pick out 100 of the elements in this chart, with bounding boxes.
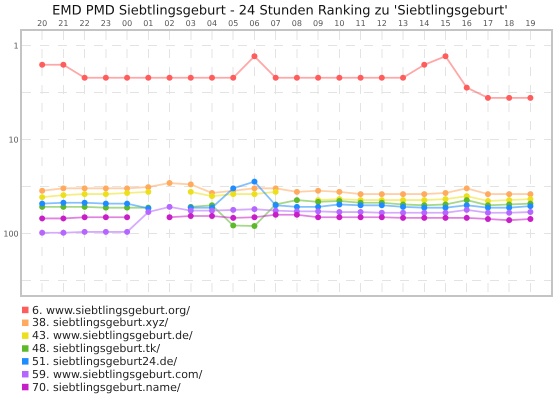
x-tick-label: 18 <box>504 19 514 28</box>
point <box>336 188 342 195</box>
point <box>527 191 534 198</box>
point <box>188 74 194 81</box>
point <box>251 53 258 60</box>
point <box>421 191 428 198</box>
point <box>82 228 88 235</box>
point <box>506 191 512 198</box>
y-tick-label: 10 <box>8 135 19 144</box>
point <box>102 200 109 207</box>
point <box>124 228 130 235</box>
point <box>39 194 46 200</box>
point <box>358 214 364 220</box>
x-tick-label: 17 <box>482 19 494 28</box>
point <box>400 214 406 221</box>
point <box>251 206 258 212</box>
point <box>39 215 46 222</box>
point <box>102 191 109 198</box>
point <box>294 188 300 195</box>
point <box>442 53 448 60</box>
point <box>230 214 236 221</box>
point <box>188 188 194 195</box>
point <box>208 213 215 219</box>
point <box>484 191 491 198</box>
point <box>315 74 322 81</box>
point <box>251 214 258 220</box>
point <box>400 191 406 198</box>
point <box>208 193 215 200</box>
point <box>102 228 109 235</box>
point <box>166 214 173 220</box>
point <box>400 204 406 210</box>
point <box>230 206 236 213</box>
point <box>39 62 46 68</box>
point <box>272 212 279 218</box>
point <box>166 74 173 81</box>
point <box>378 191 385 198</box>
point <box>464 206 470 213</box>
point <box>294 74 300 81</box>
point <box>527 209 534 216</box>
point <box>60 215 66 222</box>
point <box>421 210 428 216</box>
point <box>102 74 109 81</box>
x-tick-label: 06 <box>249 19 260 28</box>
x-tick-label: 16 <box>462 19 472 28</box>
point <box>272 74 279 81</box>
legend-label: 59. www.siebtlingsgeburt.com/ <box>32 368 203 381</box>
x-tick-label: 11 <box>355 19 366 28</box>
point <box>145 209 152 216</box>
point <box>484 210 491 216</box>
point <box>39 188 46 194</box>
x-tick-label: 21 <box>58 19 68 28</box>
x-tick-label: 14 <box>419 19 430 28</box>
point <box>336 209 342 216</box>
point <box>251 222 258 229</box>
point <box>421 197 428 204</box>
point <box>272 188 279 195</box>
point <box>102 185 109 192</box>
x-tick-label: 23 <box>100 19 111 28</box>
point <box>484 204 491 211</box>
point <box>145 74 152 81</box>
point <box>82 191 88 198</box>
point <box>378 214 385 220</box>
point <box>315 188 322 194</box>
point <box>60 200 66 206</box>
point <box>60 230 66 236</box>
point <box>506 217 512 224</box>
point <box>39 200 46 207</box>
point <box>60 62 66 68</box>
x-tick-label: 20 <box>37 19 48 28</box>
point <box>400 74 406 81</box>
x-tick-label: 22 <box>80 19 90 28</box>
point <box>527 203 534 210</box>
point <box>102 214 109 220</box>
point <box>442 204 448 211</box>
y-tick-label: 100 <box>3 229 19 238</box>
point <box>358 74 364 81</box>
x-tick-label: 01 <box>143 19 154 28</box>
x-tick-label: 07 <box>270 19 281 28</box>
point <box>188 181 194 188</box>
point <box>315 208 322 214</box>
point <box>506 210 512 216</box>
point <box>60 185 66 192</box>
point <box>124 214 130 220</box>
point <box>251 191 258 198</box>
point <box>506 204 512 211</box>
point <box>484 216 491 222</box>
point <box>464 197 470 204</box>
point <box>464 214 470 221</box>
x-tick-label: 08 <box>292 19 302 28</box>
point <box>208 74 215 81</box>
x-tick-label: 00 <box>122 19 132 28</box>
point <box>124 200 130 207</box>
point <box>208 208 215 214</box>
point <box>251 185 258 192</box>
legend-label: 38. siebtlingsgeburt.xyz/ <box>32 316 168 329</box>
point <box>336 201 342 208</box>
point <box>358 202 364 208</box>
x-tick-label: 09 <box>313 19 324 28</box>
point <box>400 210 406 216</box>
point <box>294 197 300 204</box>
